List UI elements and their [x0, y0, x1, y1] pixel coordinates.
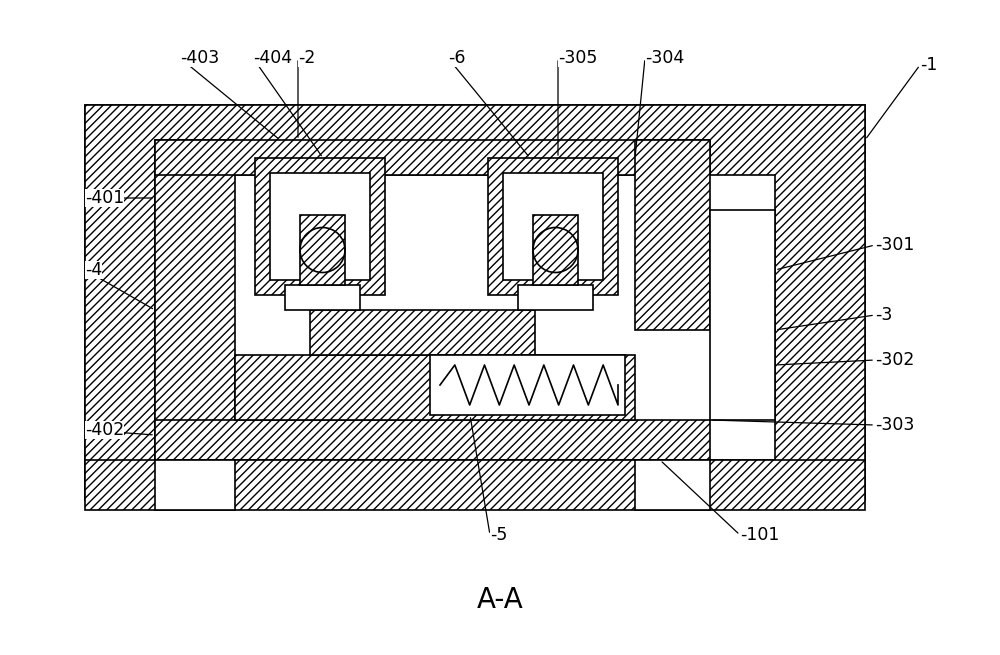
Text: -2: -2 — [298, 49, 315, 67]
Bar — [635, 460, 710, 510]
Bar — [503, 173, 603, 280]
Bar — [430, 355, 625, 415]
Bar — [85, 105, 865, 500]
Text: -101: -101 — [740, 526, 779, 544]
Text: -1: -1 — [920, 56, 937, 74]
Bar — [155, 140, 710, 175]
Bar — [85, 460, 865, 510]
Text: -404: -404 — [253, 49, 292, 67]
Bar — [155, 460, 235, 510]
Text: -301: -301 — [875, 236, 914, 254]
Bar — [270, 173, 370, 280]
Text: -303: -303 — [875, 416, 914, 434]
Bar — [255, 158, 385, 295]
Text: -6: -6 — [448, 49, 466, 67]
Text: -403: -403 — [180, 49, 219, 67]
Bar — [533, 215, 578, 285]
Bar — [518, 285, 593, 310]
Text: -3: -3 — [875, 306, 892, 324]
Bar — [285, 285, 360, 310]
Bar — [155, 175, 775, 460]
Bar — [488, 158, 618, 295]
Bar — [310, 310, 535, 355]
Bar — [710, 210, 775, 420]
Bar — [155, 140, 235, 460]
Text: -305: -305 — [558, 49, 597, 67]
Text: -4: -4 — [85, 261, 102, 279]
Bar — [85, 105, 865, 500]
Bar — [155, 420, 710, 460]
Text: -402: -402 — [85, 421, 124, 439]
Bar — [300, 215, 345, 285]
Text: -5: -5 — [490, 526, 507, 544]
Text: -401: -401 — [85, 189, 124, 207]
Bar — [235, 355, 635, 420]
Bar — [635, 140, 710, 330]
Bar — [86, 106, 864, 499]
Text: -302: -302 — [875, 351, 914, 369]
Text: A-A: A-A — [477, 586, 523, 614]
Text: -304: -304 — [645, 49, 684, 67]
